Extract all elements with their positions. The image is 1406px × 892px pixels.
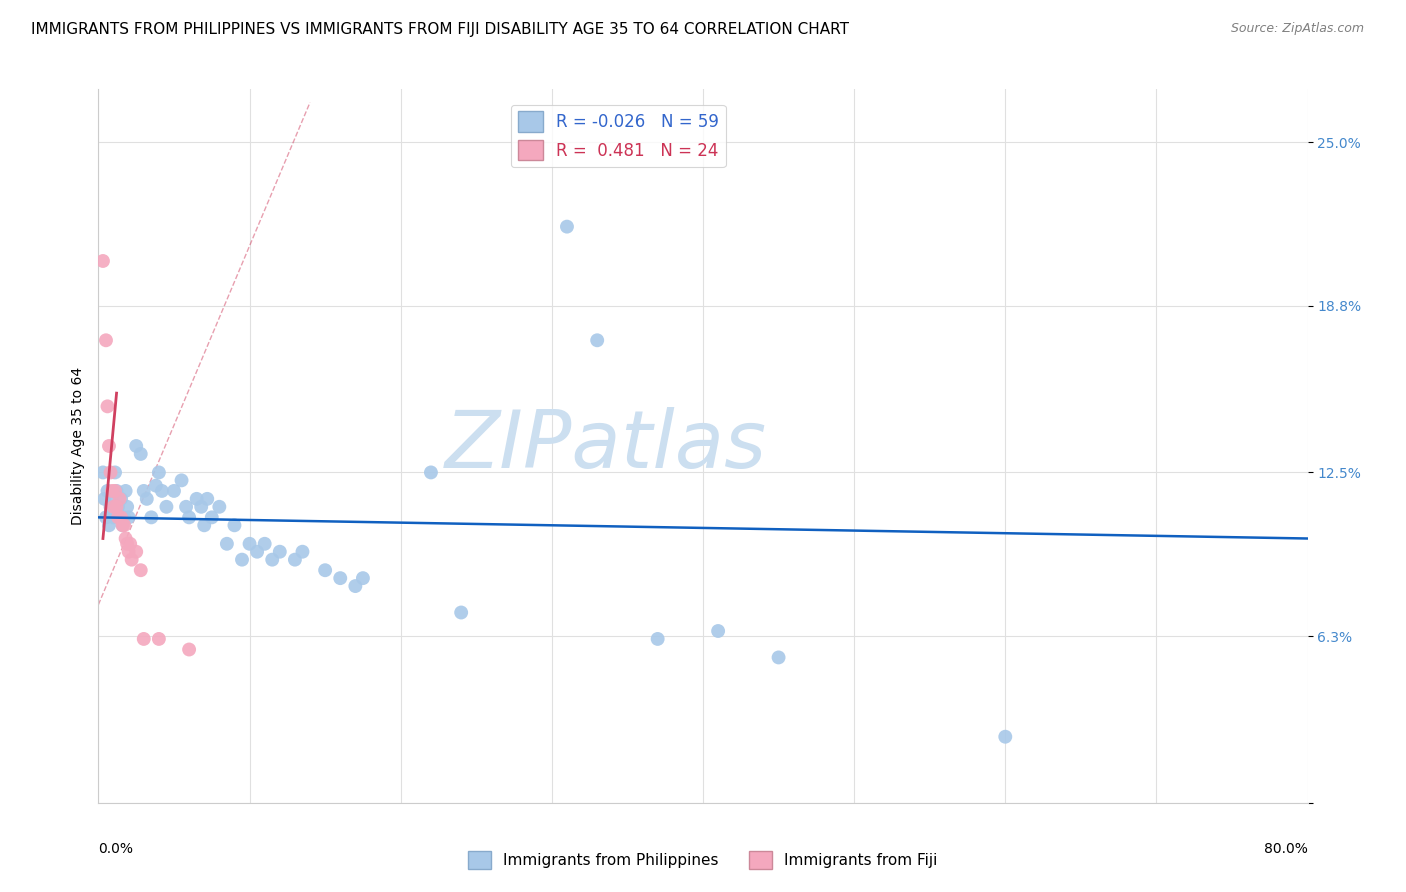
Point [190,500,212,514]
Point [110,491,132,506]
Point [94,333,117,347]
Point [107,500,129,514]
Point [105,483,128,498]
Point [148,632,170,646]
Text: 80.0%: 80.0% [1264,842,1308,856]
Point [186,491,208,506]
Point [246,545,269,559]
Point [93,491,115,506]
Point [104,466,127,480]
Point [352,571,374,585]
Point [120,537,142,551]
Point [163,483,186,498]
Legend: Immigrants from Philippines, Immigrants from Fiji: Immigrants from Philippines, Immigrants … [463,845,943,875]
Point [132,483,155,498]
Point [155,500,177,514]
Point [314,563,336,577]
Point [110,510,132,524]
Point [100,466,122,480]
Point [269,545,291,559]
Point [108,510,131,524]
Point [141,510,163,524]
Point [215,537,238,551]
Point [96,400,118,414]
Point [707,624,730,638]
Point [994,730,1017,744]
Point [114,532,136,546]
Point [103,500,125,514]
Point [104,483,127,498]
Point [179,642,201,657]
Point [647,632,669,646]
Point [96,483,118,498]
Point [586,333,609,347]
Point [115,537,138,551]
Text: IMMIGRANTS FROM PHILIPPINES VS IMMIGRANTS FROM FIJI DISABILITY AGE 35 TO 64 CORR: IMMIGRANTS FROM PHILIPPINES VS IMMIGRANT… [31,22,849,37]
Point [114,483,136,498]
Point [91,254,114,268]
Point [103,510,125,524]
Point [101,491,124,506]
Point [284,552,307,566]
Text: ZIPatlas: ZIPatlas [446,407,768,485]
Point [108,491,131,506]
Point [111,518,134,533]
Point [118,545,141,559]
Point [291,545,314,559]
Point [129,563,152,577]
Point [112,510,135,524]
Point [450,606,472,620]
Point [208,500,231,514]
Point [253,537,276,551]
Point [768,650,790,665]
Point [125,439,148,453]
Point [107,510,129,524]
Point [170,474,193,488]
Point [148,466,170,480]
Point [94,510,117,524]
Point [105,500,128,514]
Point [111,518,134,533]
Point [344,579,367,593]
Point [329,571,352,585]
Point [193,518,215,533]
Point [145,478,167,492]
Point [132,632,155,646]
Point [262,552,284,566]
Point [150,483,173,498]
Legend: R = -0.026   N = 59, R =  0.481   N = 24: R = -0.026 N = 59, R = 0.481 N = 24 [512,104,725,167]
Point [174,500,197,514]
Point [224,518,246,533]
Point [135,491,157,506]
Y-axis label: Disability Age 35 to 64: Disability Age 35 to 64 [70,367,84,525]
Point [121,552,143,566]
Point [195,491,218,506]
Text: Source: ZipAtlas.com: Source: ZipAtlas.com [1230,22,1364,36]
Point [239,537,262,551]
Point [118,510,141,524]
Point [98,439,121,453]
Point [101,483,124,498]
Point [98,518,121,533]
Point [231,552,253,566]
Point [100,500,122,514]
Point [179,510,201,524]
Point [129,447,152,461]
Point [201,510,224,524]
Point [115,500,138,514]
Point [91,466,114,480]
Text: 0.0%: 0.0% [98,842,134,856]
Point [112,518,135,533]
Point [125,545,148,559]
Point [555,219,578,234]
Point [420,466,443,480]
